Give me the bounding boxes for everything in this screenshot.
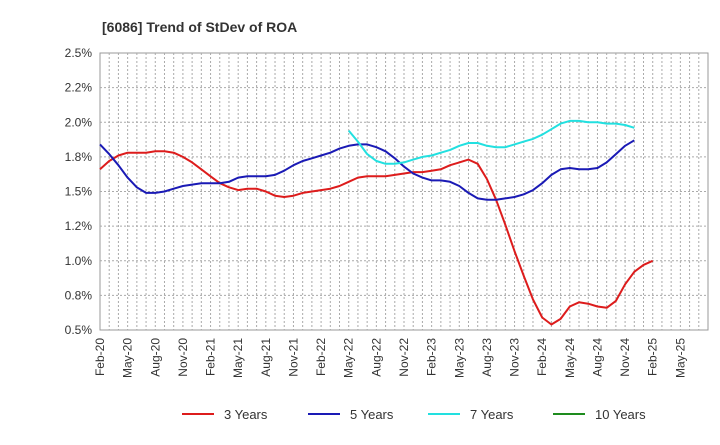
series-line-3-years xyxy=(99,150,654,326)
x-tick-label: Feb-22 xyxy=(314,338,328,376)
grid-layer xyxy=(99,52,709,331)
legend-label: 10 Years xyxy=(595,407,646,422)
chart-legend: 3 Years 5 Years 7 Years 10 Years xyxy=(182,407,646,422)
x-tick-label: May-25 xyxy=(673,338,687,378)
legend-label: 5 Years xyxy=(350,407,394,422)
x-tick-label: May-22 xyxy=(342,338,356,378)
x-tick-label: Feb-25 xyxy=(646,338,660,376)
x-tick-label: May-20 xyxy=(121,338,135,378)
x-tick-label: Feb-24 xyxy=(535,338,549,376)
x-tick-label: Aug-24 xyxy=(590,338,604,377)
x-tick-label: Aug-22 xyxy=(369,338,383,377)
y-tick-label: 1.5% xyxy=(65,185,93,199)
y-tick-label: 2.2% xyxy=(65,81,93,95)
x-tick-label: Feb-21 xyxy=(204,338,218,376)
x-tick-label: May-24 xyxy=(563,338,577,378)
y-tick-label: 1.2% xyxy=(65,219,93,233)
x-tick-label: Aug-20 xyxy=(148,338,162,377)
series-layer xyxy=(99,119,654,326)
y-tick-label: 0.5% xyxy=(65,323,93,337)
y-tick-label: 1.8% xyxy=(65,150,93,164)
y-tick-label: 2.5% xyxy=(65,46,93,60)
series-line-5-years xyxy=(99,139,635,201)
x-tick-label: Aug-23 xyxy=(480,338,494,377)
x-tick-label: Nov-24 xyxy=(618,338,632,377)
series-line-7-years xyxy=(347,119,635,165)
legend-label: 3 Years xyxy=(224,407,268,422)
y-tick-label: 1.0% xyxy=(65,254,93,268)
x-tick-label: May-23 xyxy=(452,338,466,378)
chart-title: [6086] Trend of StDev of ROA xyxy=(102,19,297,35)
x-tick-label: Nov-21 xyxy=(286,338,300,377)
x-tick-label: May-21 xyxy=(231,338,245,378)
x-tick-label: Nov-22 xyxy=(397,338,411,377)
x-tick-label: Nov-20 xyxy=(176,338,190,377)
legend-label: 7 Years xyxy=(470,407,514,422)
x-tick-label: Aug-21 xyxy=(259,338,273,377)
x-tick-label: Feb-23 xyxy=(425,338,439,376)
y-tick-label: 2.0% xyxy=(65,115,93,129)
x-tick-label: Feb-20 xyxy=(93,338,107,376)
y-tick-label: 0.8% xyxy=(65,288,93,302)
axis-layer: 0.5% 0.8% 1.0% 1.2% 1.5% 1.8% 2.0% 2.2% 2.5% Feb-… xyxy=(65,46,688,378)
x-tick-label: Nov-23 xyxy=(508,338,522,377)
